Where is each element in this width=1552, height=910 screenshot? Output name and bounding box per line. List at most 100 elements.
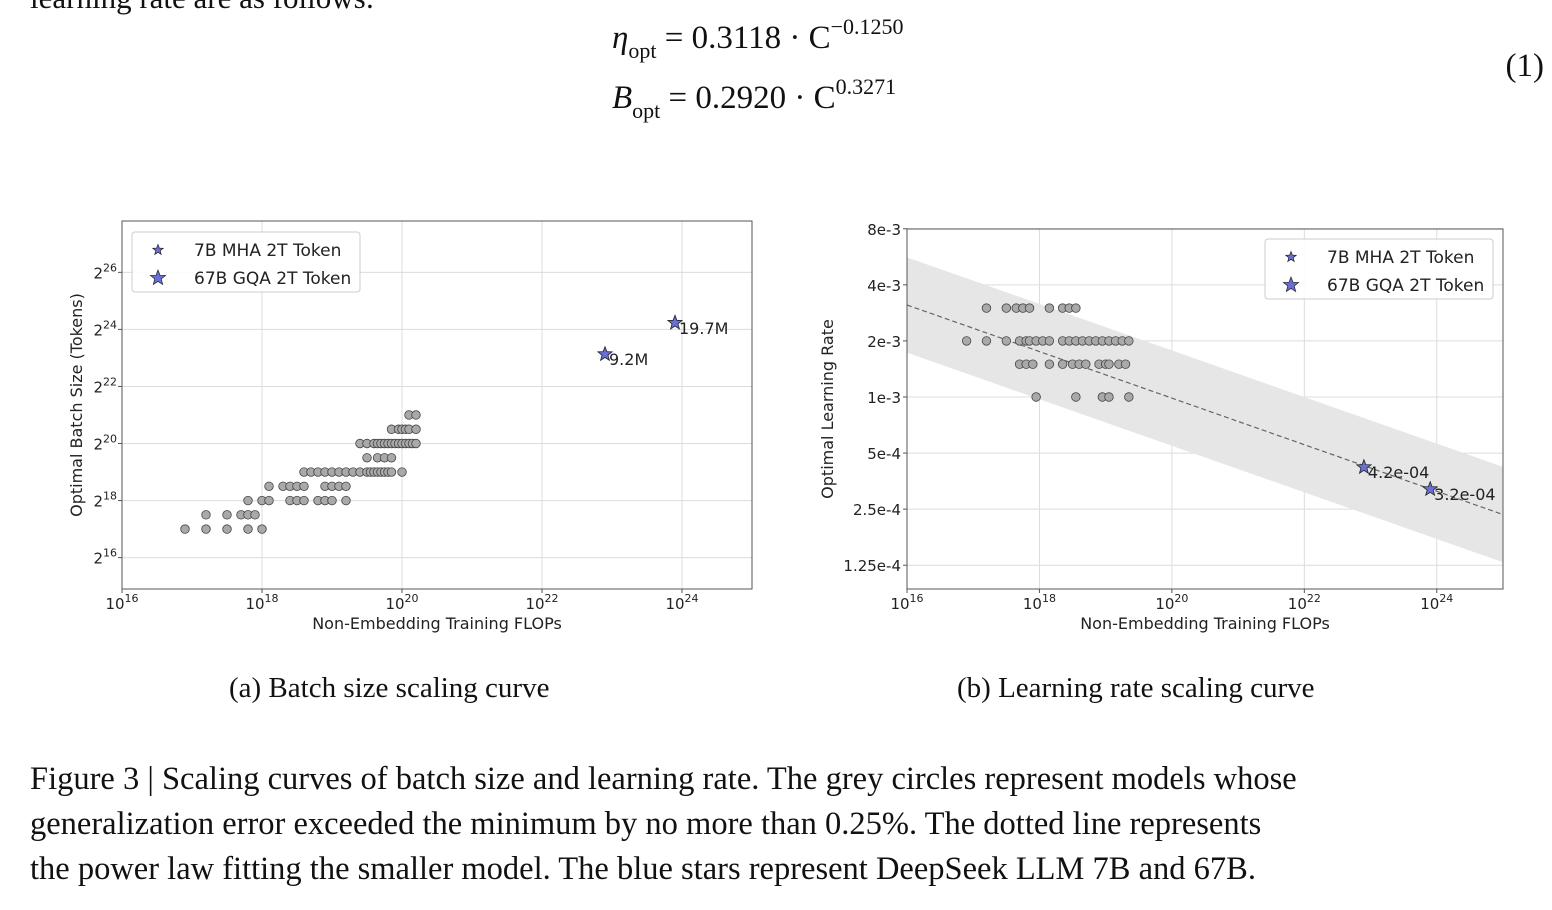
data-point (362, 467, 372, 477)
data-point (341, 495, 351, 506)
eq-bs-sub: opt (632, 98, 661, 123)
data-point (299, 481, 309, 492)
legend-label: 67B GQA 2T Token (194, 269, 351, 289)
star-marker (666, 314, 684, 330)
data-point (243, 510, 253, 520)
x-tick-label: 1018 (1023, 592, 1056, 613)
data-point (1110, 336, 1121, 346)
data-point (372, 467, 383, 477)
data-point (1091, 336, 1101, 346)
data-point (397, 424, 407, 434)
x-tick-label: 1022 (525, 592, 558, 613)
data-point (393, 438, 404, 449)
x-tick-label: 1016 (890, 592, 923, 613)
data-point (397, 467, 407, 477)
equation-learning-rate: ηopt = 0.3118 · C−0.1250 (612, 16, 904, 64)
eq-lr-lhs: η (612, 20, 629, 56)
data-point (320, 467, 330, 477)
equation-batch-size: Bopt = 0.2920 · C0.3271 (612, 76, 896, 124)
data-point (372, 453, 383, 463)
equation-number: (1) (1505, 48, 1544, 84)
x-tick-label: 1018 (245, 592, 278, 613)
data-point (376, 438, 386, 449)
data-point (362, 438, 372, 449)
x-axis-label: Non-Embedding Training FLOPs (312, 614, 562, 633)
data-point (1057, 336, 1068, 346)
data-point (386, 467, 397, 477)
y-tick-label: 1e-3 (867, 389, 901, 407)
data-point (369, 467, 379, 477)
data-point (1021, 336, 1031, 346)
data-point (250, 510, 260, 520)
x-tick-label: 1022 (1288, 592, 1321, 613)
data-point (1014, 359, 1025, 369)
y-tick-label: 2.5e-4 (853, 501, 901, 519)
y-tick-label: 216 (93, 547, 117, 568)
y-axis-label: Optimal Learning Rate (818, 319, 837, 499)
data-point (1104, 392, 1114, 402)
legend-star-icon (151, 243, 165, 256)
data-point (1001, 336, 1012, 346)
data-point (1038, 336, 1048, 346)
data-point (348, 467, 358, 477)
data-point (1001, 303, 1012, 313)
data-point (1057, 303, 1068, 313)
data-point (379, 438, 390, 449)
eq-lr-sub: opt (628, 38, 657, 63)
data-point (404, 424, 414, 434)
plot-frame (121, 220, 753, 590)
data-point (1028, 359, 1038, 369)
data-point (393, 424, 404, 434)
data-point (376, 467, 386, 477)
data-point (1097, 336, 1108, 346)
figure-caption: Figure 3 | Scaling curves of batch size … (30, 757, 1545, 892)
data-point (1100, 359, 1111, 369)
star-label: 19.7M (679, 319, 728, 338)
y-tick-label: 222 (93, 375, 117, 396)
y-tick-label: 218 (93, 490, 117, 511)
data-point (1071, 303, 1081, 313)
data-point (411, 424, 421, 434)
legend-box (1264, 238, 1494, 300)
data-point (390, 438, 400, 449)
data-point (1094, 359, 1104, 369)
data-point (1044, 303, 1055, 313)
star-label: 3.2e-04 (1434, 485, 1495, 504)
data-point (362, 453, 372, 463)
data-point (372, 438, 383, 449)
eq-bs-exp: 0.3271 (835, 74, 897, 99)
data-point (299, 467, 309, 477)
data-point (981, 336, 992, 346)
data-point (981, 303, 992, 313)
data-point (404, 410, 414, 420)
data-point (1124, 392, 1134, 402)
caption-line: generalization error exceeded the minimu… (30, 806, 1262, 842)
data-point (278, 481, 288, 492)
eq-bs-lhs: B (612, 80, 633, 116)
x-tick-label: 1020 (385, 592, 418, 613)
data-point (355, 438, 365, 449)
data-point (379, 467, 390, 477)
data-point (379, 453, 390, 463)
data-point (292, 495, 302, 506)
data-point (320, 495, 330, 506)
data-point (1064, 303, 1074, 313)
y-tick-label: 5e-4 (867, 445, 901, 463)
plot-frame (906, 228, 1504, 590)
data-point (257, 524, 267, 534)
y-tick-label: 1.25e-4 (843, 557, 901, 575)
y-tick-label: 226 (93, 261, 117, 282)
data-point (257, 495, 267, 506)
data-point (1084, 336, 1094, 346)
data-point (264, 481, 274, 492)
data-point (222, 524, 232, 534)
fit-band (907, 257, 1503, 563)
data-point (243, 495, 253, 506)
data-point (386, 424, 397, 434)
data-point (1067, 359, 1078, 369)
y-tick-label: 2e-3 (867, 333, 901, 351)
intro-text-clipped: learning rate are as follows: (30, 0, 374, 16)
data-point (313, 467, 323, 477)
data-point (400, 438, 411, 449)
data-point (386, 453, 397, 463)
